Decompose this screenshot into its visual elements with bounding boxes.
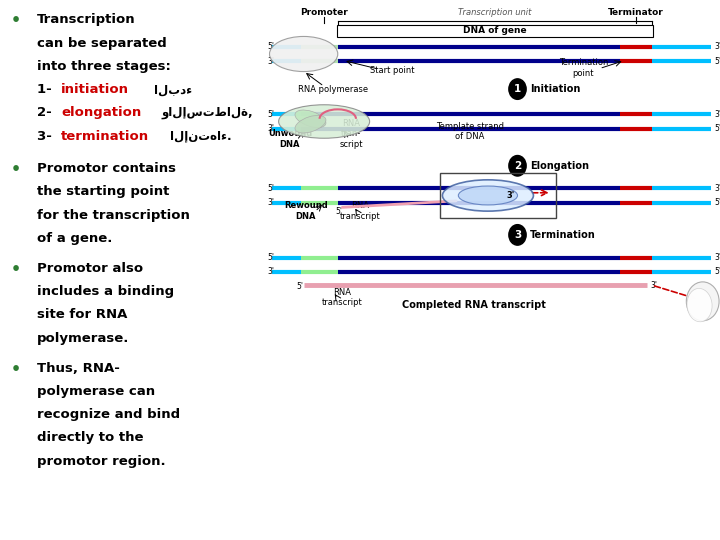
Text: RNA
transcript: RNA transcript: [340, 201, 381, 221]
Text: 1-: 1-: [37, 83, 56, 96]
Text: 5': 5': [267, 43, 274, 51]
Text: Completed RNA transcript: Completed RNA transcript: [402, 300, 546, 310]
Text: 3': 3': [267, 124, 274, 133]
Text: والإستطالة,: والإستطالة,: [161, 106, 253, 119]
Ellipse shape: [295, 110, 326, 127]
Ellipse shape: [459, 186, 518, 205]
Text: Termination
point: Termination point: [559, 58, 608, 78]
FancyArrow shape: [464, 224, 494, 246]
Text: 5': 5': [336, 207, 343, 216]
Text: Start point: Start point: [370, 66, 415, 75]
Text: for the transcription: for the transcription: [37, 208, 190, 221]
Text: directly to the: directly to the: [37, 431, 143, 444]
Text: Elongation: Elongation: [530, 161, 589, 171]
Text: recognize and bind: recognize and bind: [37, 408, 180, 421]
Text: 5': 5': [267, 253, 274, 262]
Text: 5': 5': [714, 198, 720, 207]
Ellipse shape: [442, 180, 534, 211]
Text: RNA polymerase: RNA polymerase: [298, 85, 368, 94]
Ellipse shape: [687, 288, 712, 322]
Text: initiation: initiation: [61, 83, 129, 96]
Text: 3': 3': [714, 253, 720, 262]
Text: 3': 3': [267, 267, 274, 276]
Text: 3': 3': [507, 191, 515, 200]
Text: RNA
transcript: RNA transcript: [322, 288, 363, 307]
Text: الإنتهاء.: الإنتهاء.: [170, 130, 231, 143]
Text: 3': 3': [714, 184, 720, 193]
Circle shape: [509, 156, 526, 176]
Text: polymerase.: polymerase.: [37, 332, 130, 345]
Text: 2: 2: [514, 161, 521, 171]
Text: 3': 3': [651, 281, 658, 289]
Text: Initiation: Initiation: [530, 84, 580, 94]
Text: Promotor also: Promotor also: [37, 262, 143, 275]
Text: DNA of gene: DNA of gene: [463, 26, 526, 35]
Text: Transcription unit: Transcription unit: [458, 8, 531, 17]
Text: 5': 5': [267, 184, 274, 193]
Text: 2-: 2-: [37, 106, 56, 119]
Text: promotor region.: promotor region.: [37, 455, 166, 468]
Text: Promoter: Promoter: [300, 8, 348, 17]
Text: of a gene.: of a gene.: [37, 232, 112, 245]
Text: 3': 3': [714, 110, 720, 119]
FancyArrow shape: [464, 156, 494, 177]
Text: elongation: elongation: [61, 106, 141, 119]
Bar: [440, 173, 556, 218]
Text: RNA
tran-
script: RNA tran- script: [340, 119, 363, 149]
Circle shape: [509, 225, 526, 245]
Text: Termination: Termination: [530, 230, 595, 240]
Text: 3': 3': [267, 198, 274, 207]
Text: البدء: البدء: [153, 83, 192, 96]
Text: •: •: [11, 14, 21, 29]
Text: •: •: [11, 162, 21, 177]
Ellipse shape: [686, 282, 719, 321]
Text: the starting point: the starting point: [37, 185, 169, 198]
Text: into three stages:: into three stages:: [37, 60, 171, 73]
Text: •: •: [11, 362, 21, 377]
Text: 1: 1: [514, 84, 521, 94]
Text: •: •: [11, 262, 21, 277]
Text: termination: termination: [61, 130, 149, 143]
Text: Terminator: Terminator: [608, 8, 664, 17]
Text: 5': 5': [714, 267, 720, 276]
Ellipse shape: [295, 116, 326, 133]
Text: Promotor contains: Promotor contains: [37, 162, 176, 175]
Text: 3-: 3-: [37, 130, 57, 143]
Circle shape: [509, 79, 526, 99]
Text: 3': 3': [267, 57, 274, 65]
Text: Transcription: Transcription: [37, 14, 135, 26]
Text: 5': 5': [297, 282, 304, 291]
Ellipse shape: [279, 105, 369, 138]
Text: Template strand
of DNA: Template strand of DNA: [436, 122, 504, 141]
Text: 3: 3: [514, 230, 521, 240]
FancyArrow shape: [464, 78, 494, 102]
Text: 5': 5': [714, 124, 720, 133]
Text: 5': 5': [714, 57, 720, 65]
Text: Thus, RNA-: Thus, RNA-: [37, 362, 120, 375]
Ellipse shape: [269, 36, 338, 71]
Text: site for RNA: site for RNA: [37, 308, 127, 321]
Text: polymerase can: polymerase can: [37, 385, 156, 398]
Text: Rewound
DNA: Rewound DNA: [284, 201, 328, 221]
Text: can be separated: can be separated: [37, 37, 167, 50]
Text: 3': 3': [714, 43, 720, 51]
Text: 5': 5': [267, 110, 274, 119]
Text: Unwound
DNA: Unwound DNA: [268, 130, 312, 149]
Text: includes a binding: includes a binding: [37, 285, 174, 298]
FancyBboxPatch shape: [337, 25, 652, 37]
